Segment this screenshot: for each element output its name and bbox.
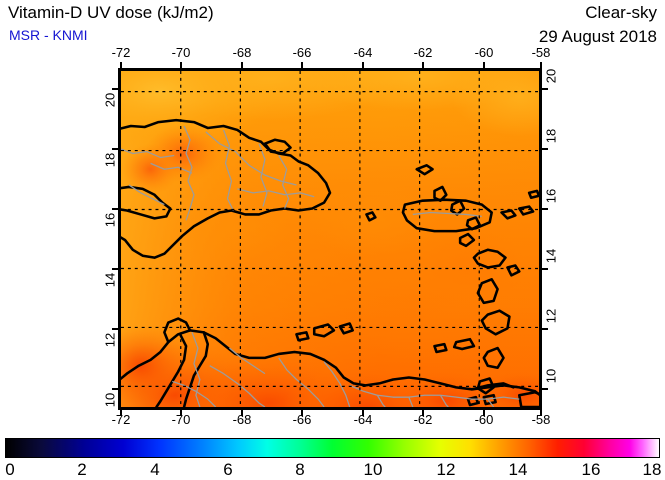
axis-label-left-lat-2: 16	[102, 212, 118, 228]
axis-label-top-lon-7: -58	[531, 45, 551, 60]
uv-dose-field	[121, 71, 539, 407]
axis-label-top-lon-1: -70	[171, 45, 191, 60]
uv-dose-map-plot	[118, 68, 542, 410]
axis-label-top-lon-0: -72	[111, 45, 131, 60]
tick-bottom-6	[483, 410, 485, 416]
axis-label-right-lat-3: 14	[543, 248, 559, 264]
graticule-gridlines	[121, 71, 539, 407]
tick-top-7	[540, 62, 542, 68]
tick-bottom-1	[180, 410, 182, 416]
colorbar-gradient	[6, 439, 659, 457]
axis-label-top-lon-2: -68	[232, 45, 252, 60]
tick-top-2	[241, 62, 243, 68]
data-source-label: MSR - KNMI	[9, 27, 88, 43]
colorbar-label-7: 14	[508, 460, 528, 479]
tick-bottom-5	[422, 410, 424, 416]
tick-left-4	[112, 328, 118, 330]
colorbar-label-8: 16	[581, 460, 601, 479]
axis-label-right-lat-5: 10	[543, 368, 559, 384]
axis-label-left-lat-1: 18	[102, 152, 118, 168]
tick-bottom-2	[241, 410, 243, 416]
axis-label-left-lat-5: 10	[102, 392, 118, 408]
tick-left-1	[112, 148, 118, 150]
colorbar-label-4: 8	[295, 460, 305, 479]
axis-label-bottom-lon-1: -70	[171, 412, 191, 427]
tick-top-5	[422, 62, 424, 68]
axis-label-top-lon-4: -64	[353, 45, 373, 60]
tick-right-5	[542, 388, 548, 390]
tick-right-1	[542, 148, 548, 150]
tick-left-0	[112, 88, 118, 90]
political-border-overlay	[121, 125, 520, 407]
axis-label-right-lat-2: 16	[543, 188, 559, 204]
axis-label-top-lon-6: -60	[474, 45, 494, 60]
axis-label-bottom-lon-7: -58	[531, 412, 551, 427]
axis-label-left-lat-0: 20	[102, 92, 118, 108]
colorbar-label-9: 18	[642, 460, 662, 479]
colorbar-label-1: 2	[77, 460, 87, 479]
colorbar-label-5: 10	[363, 460, 383, 479]
tick-right-4	[542, 328, 548, 330]
axis-label-bottom-lon-4: -64	[353, 412, 373, 427]
colorbar-label-2: 4	[150, 460, 160, 479]
colorbar-label-3: 6	[223, 460, 233, 479]
tick-top-1	[180, 62, 182, 68]
page-title: Vitamin-D UV dose (kJ/m2)	[8, 3, 214, 22]
axis-label-top-lon-3: -66	[292, 45, 312, 60]
tick-right-0	[542, 88, 548, 90]
tick-right-3	[542, 268, 548, 270]
colorbar-label-0: 0	[5, 460, 15, 479]
axis-label-right-lat-0: 20	[543, 68, 559, 84]
axis-label-bottom-lon-5: -62	[413, 412, 433, 427]
map-canvas	[121, 71, 539, 407]
axis-label-left-lat-4: 12	[102, 332, 118, 348]
axis-label-bottom-lon-3: -66	[292, 412, 312, 427]
tick-top-0	[120, 62, 122, 68]
tick-left-3	[112, 268, 118, 270]
tick-top-6	[483, 62, 485, 68]
tick-bottom-3	[301, 410, 303, 416]
tick-bottom-7	[540, 410, 542, 416]
tick-left-5	[112, 388, 118, 390]
tick-bottom-0	[120, 410, 122, 416]
tick-top-4	[362, 62, 364, 68]
axis-label-right-lat-4: 12	[543, 308, 559, 324]
tick-bottom-4	[362, 410, 364, 416]
axis-label-bottom-lon-2: -68	[232, 412, 252, 427]
axis-label-left-lat-3: 14	[102, 272, 118, 288]
tick-right-2	[542, 208, 548, 210]
axis-label-bottom-lon-6: -60	[474, 412, 494, 427]
tick-left-2	[112, 208, 118, 210]
colorbar-label-6: 12	[436, 460, 456, 479]
axis-label-bottom-lon-0: -72	[111, 412, 131, 427]
tick-top-3	[301, 62, 303, 68]
axis-label-top-lon-5: -62	[413, 45, 433, 60]
coastline-overlay	[121, 118, 539, 407]
axis-label-right-lat-1: 18	[543, 128, 559, 144]
uv-dose-colorbar	[5, 438, 660, 458]
observation-date-label: 29 August 2018	[538, 27, 657, 46]
sky-condition-label: Clear-sky	[585, 3, 657, 22]
